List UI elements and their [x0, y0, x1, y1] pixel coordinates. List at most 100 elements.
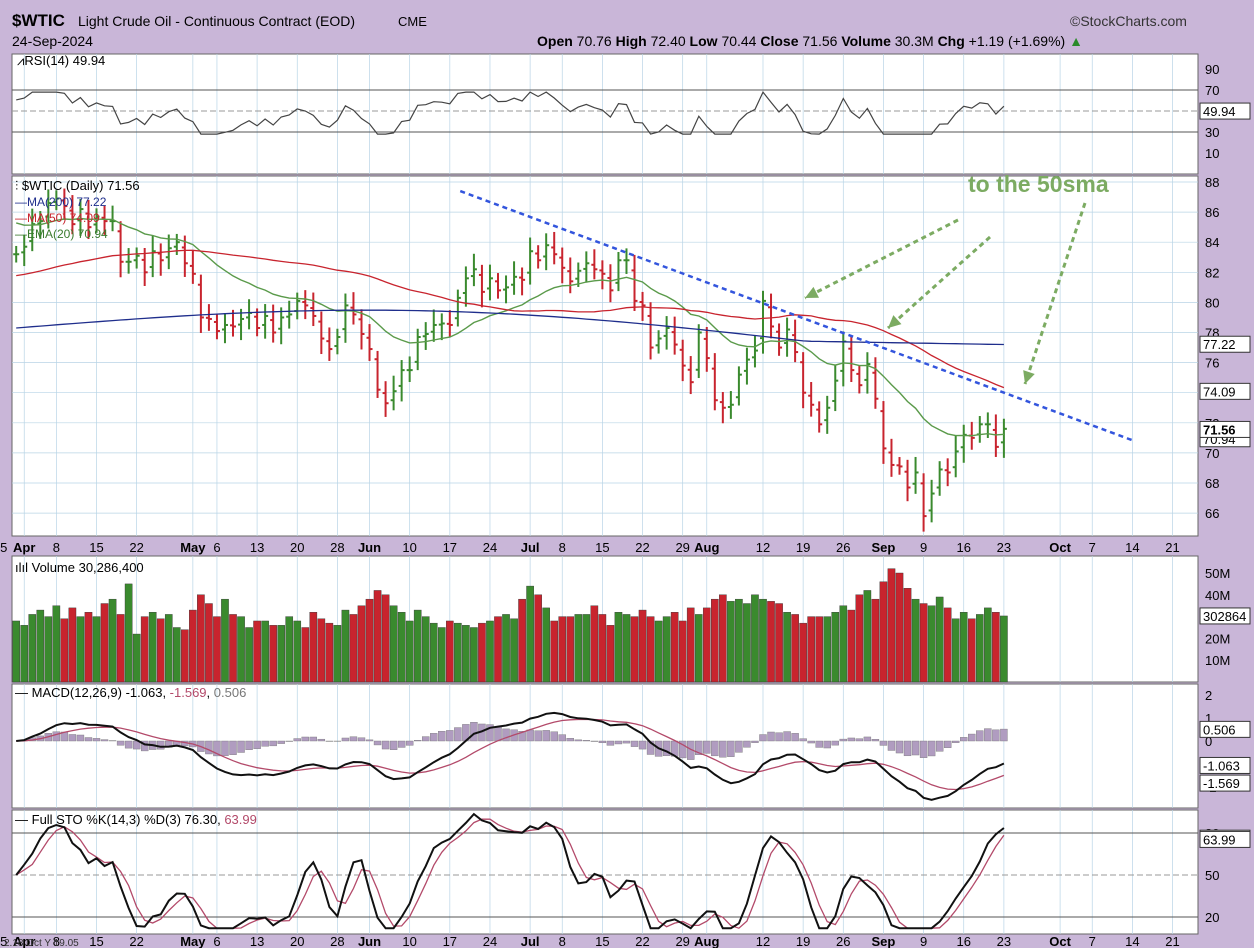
macd-histogram-bar: [871, 739, 880, 742]
volume-bar: [678, 620, 687, 683]
macd-histogram-bar: [783, 731, 791, 742]
macd-histogram-bar: [341, 737, 350, 742]
price-tick: 76: [1205, 356, 1219, 371]
volume-bar: [510, 618, 518, 683]
x-axis-label-bottom: 20: [290, 934, 304, 948]
sto-panel: [11, 809, 1199, 935]
macd-histogram-bar: [879, 740, 888, 746]
macd-histogram-bar: [751, 740, 759, 743]
rsi-label: ⩘RSI(14) 49.94: [17, 53, 105, 68]
macd-histogram-bar: [719, 740, 727, 758]
histogram-badge-box: [1199, 720, 1251, 738]
volume-bar: [124, 583, 133, 683]
axis-labels: 907050301088868482807876747270686650M40M…: [0, 62, 1251, 948]
histogram-badge: 0.506: [1203, 722, 1236, 737]
volume-bar: [12, 620, 21, 683]
x-axis-label-bottom: 14: [1125, 934, 1139, 948]
price-tick: 82: [1205, 265, 1219, 280]
volume-bar: [791, 614, 799, 683]
close-badge: 71.56: [1203, 422, 1236, 437]
macd-histogram-bar: [253, 740, 261, 749]
x-axis-label-mid: 22: [129, 540, 143, 555]
macd-histogram-bar: [606, 740, 615, 746]
volume-bar: [759, 598, 767, 683]
volume-bar: [478, 622, 486, 683]
volume-bar: [847, 609, 856, 683]
symbol: $WTIC: [12, 11, 65, 30]
macd-histogram-bar: [349, 736, 358, 742]
volume-bar: [534, 594, 542, 683]
footer-stamp: 2.18 Oct Y 19.05: [4, 938, 79, 948]
macd-histogram-bar: [927, 740, 936, 757]
price-panel: [11, 175, 1199, 537]
volume-bar: [237, 616, 245, 683]
volume-bar: [783, 612, 791, 683]
volume-bar: [172, 627, 181, 683]
macd-histogram-bar: [502, 728, 510, 742]
macd-histogram-bar: [309, 736, 318, 742]
price-tick: 66: [1205, 506, 1219, 521]
x-axis-label-mid: 16: [957, 540, 971, 555]
sto-d-badge-box: [1199, 830, 1251, 848]
x-axis-label-bottom: Jul: [521, 934, 540, 948]
volume-bar: [446, 620, 454, 683]
macd-histogram-bar: [405, 740, 414, 746]
macd-histogram-bar: [1000, 728, 1008, 742]
x-axis-label-bottom: Oct: [1049, 934, 1071, 948]
volume-badge: 302864: [1203, 609, 1246, 624]
volume-bar: [333, 625, 342, 683]
x-axis-label-bottom: 21: [1165, 934, 1179, 948]
volume-bar: [711, 598, 719, 683]
macd-histogram-bar: [397, 740, 406, 748]
x-axis-label-bottom: 29: [675, 934, 689, 948]
volume-bar: [735, 598, 743, 683]
macd-histogram-bar: [116, 740, 125, 746]
price-label: ⫶ $WTIC (Daily) 71.56: [15, 178, 140, 193]
macd-histogram-bar: [124, 740, 133, 749]
sto-label: — Full STO %K(14,3) %D(3) 76.30, 63.99: [15, 812, 257, 827]
volume-bar: [518, 598, 526, 683]
volume-bar: [558, 616, 567, 683]
x-axis-label-bottom: 6: [213, 934, 220, 948]
volume-badge-box: [1199, 607, 1251, 625]
macd-histogram-bar: [261, 740, 269, 747]
macd-histogram-bar: [550, 731, 558, 742]
volume-bar: [470, 627, 478, 683]
annotation-arrow: [1023, 202, 1087, 385]
macd-histogram-bar: [438, 731, 446, 742]
brand: ©StockCharts.com: [1070, 13, 1187, 29]
x-axis-label-mid: Jun: [358, 540, 381, 555]
volume-bar: [775, 603, 783, 683]
x-axis-label-mid: 8: [53, 540, 60, 555]
ma200-badge: 77.22: [1203, 337, 1236, 352]
x-axis-label-mid: 9: [920, 540, 927, 555]
macd-histogram-bar: [703, 740, 711, 754]
macd-histogram-bar: [992, 729, 1000, 742]
rsi-badge-box: [1199, 102, 1251, 120]
macd-series: [16, 711, 1008, 801]
macd-histogram-bar: [887, 740, 896, 751]
macd-histogram-bar: [205, 740, 213, 755]
macd-histogram-bar: [470, 722, 478, 742]
macd-histogram-bar: [52, 731, 61, 742]
x-axis-label-bottom: 9: [920, 934, 927, 948]
macd-histogram-bar: [775, 732, 783, 742]
ema20-line: [16, 217, 1004, 437]
sto-d-line: [15, 818, 1005, 929]
volume-tick: 10M: [1205, 653, 1230, 668]
volume-bar: [919, 603, 928, 683]
macd-histogram-bar: [542, 730, 550, 742]
macd-histogram-bar: [389, 740, 398, 750]
x-axis-label-mid: 21: [1165, 540, 1179, 555]
x-axis-label-mid: 20: [290, 540, 304, 555]
volume-bar: [767, 601, 775, 683]
volume-bar: [381, 594, 390, 683]
volume-bar: [582, 614, 591, 683]
volume-bar: [317, 618, 326, 683]
macd-histogram-bar: [157, 740, 165, 750]
signal-badge: -1.569: [1203, 776, 1240, 791]
macd-histogram-bar: [566, 738, 574, 742]
macd-histogram-bar: [935, 740, 944, 752]
volume-bar: [654, 620, 663, 683]
macd-histogram-bar: [799, 738, 807, 742]
